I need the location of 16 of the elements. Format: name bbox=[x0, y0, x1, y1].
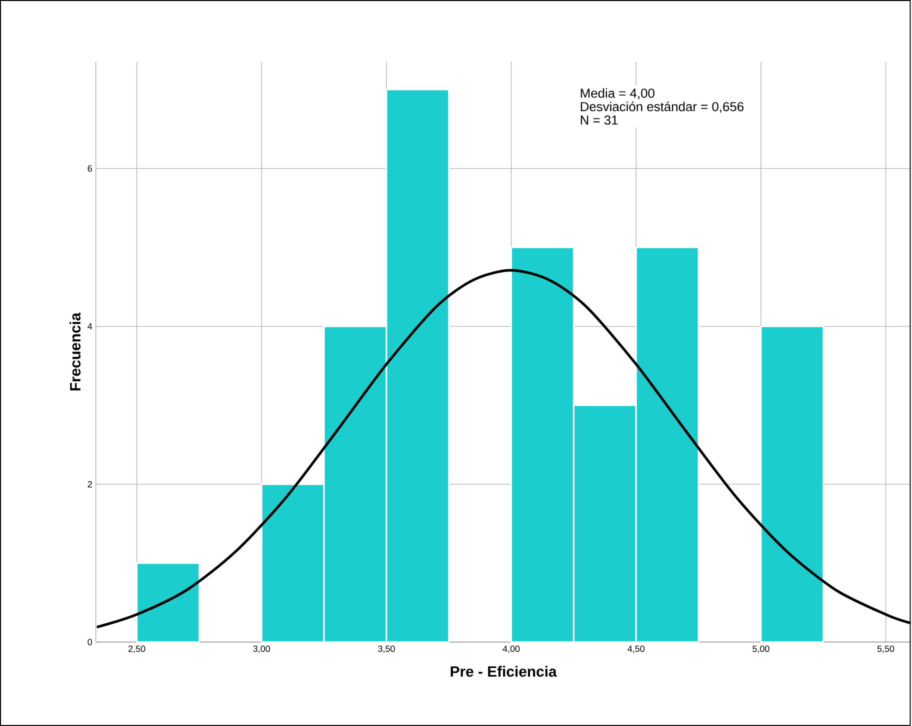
x-tick-label: 3,50 bbox=[378, 646, 395, 654]
y-tick-label: 0 bbox=[88, 638, 92, 646]
x-tick-label: 4,00 bbox=[502, 646, 520, 654]
x-tick-label: 3,00 bbox=[253, 646, 270, 654]
x-tick-label: 2,50 bbox=[128, 646, 146, 654]
y-tick-label: 6 bbox=[88, 165, 92, 172]
y-tick-label: 2 bbox=[88, 481, 92, 488]
x-tick-label: 5,50 bbox=[877, 646, 894, 654]
annotation: N = 31 bbox=[580, 116, 618, 125]
x-axis-title: Pre - Eficiencia bbox=[450, 666, 557, 677]
x-tick-label: 4,50 bbox=[628, 646, 644, 654]
y-tick-label: 4 bbox=[88, 323, 92, 330]
x-tick-label: 5,00 bbox=[752, 646, 770, 654]
annotation: Desviación estándar = 0,656 bbox=[580, 102, 744, 113]
y-axis-title: Frecuencia bbox=[70, 312, 81, 390]
annotation: Media = 4,00 bbox=[580, 88, 654, 100]
